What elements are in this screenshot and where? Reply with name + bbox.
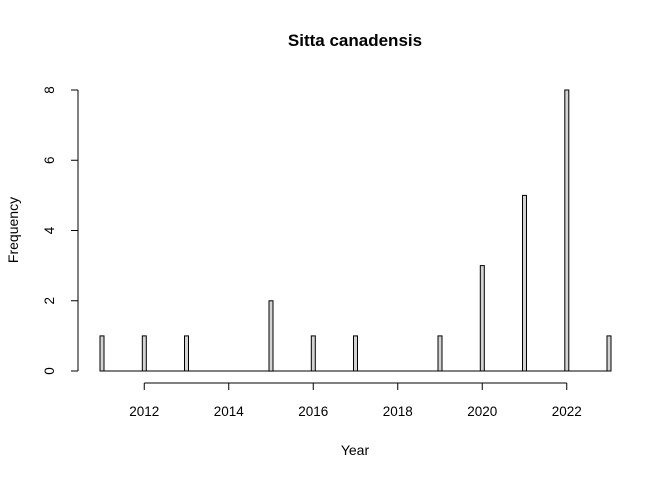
x-axis: 2012 2014 2016 2018 2020 2022 [129, 382, 582, 419]
x-tick-label-2018: 2018 [383, 404, 413, 419]
chart-title: Sitta canadensis [288, 31, 422, 50]
y-tick-label-2: 2 [42, 297, 57, 305]
bar-2016 [310, 335, 316, 372]
y-tick-label-6: 6 [42, 156, 57, 164]
bar-2011 [99, 335, 105, 372]
bar-2019 [437, 335, 443, 372]
x-axis-label: Year [341, 442, 370, 458]
bar-2021 [522, 194, 527, 372]
y-tick-label-4: 4 [42, 226, 57, 234]
bar-2017 [353, 335, 358, 372]
y-tick-label-0: 0 [42, 367, 57, 375]
bar-2015 [268, 300, 274, 372]
bar-2013 [184, 335, 189, 372]
x-tick-label-2020: 2020 [467, 404, 497, 419]
x-tick-label-2016: 2016 [298, 404, 328, 419]
y-axis: 0 2 4 6 8 [42, 86, 79, 375]
x-tick-label-2012: 2012 [129, 404, 159, 419]
y-tick-label-8: 8 [42, 86, 57, 94]
x-tick-label-2014: 2014 [214, 404, 245, 419]
y-axis-label: Frequency [5, 197, 21, 263]
bars-group [99, 89, 612, 372]
bar-2023 [606, 335, 612, 372]
bar-2012 [141, 335, 147, 372]
x-tick-label-2022: 2022 [552, 404, 582, 419]
bar-2020 [479, 265, 485, 372]
bar-2022 [564, 89, 570, 372]
